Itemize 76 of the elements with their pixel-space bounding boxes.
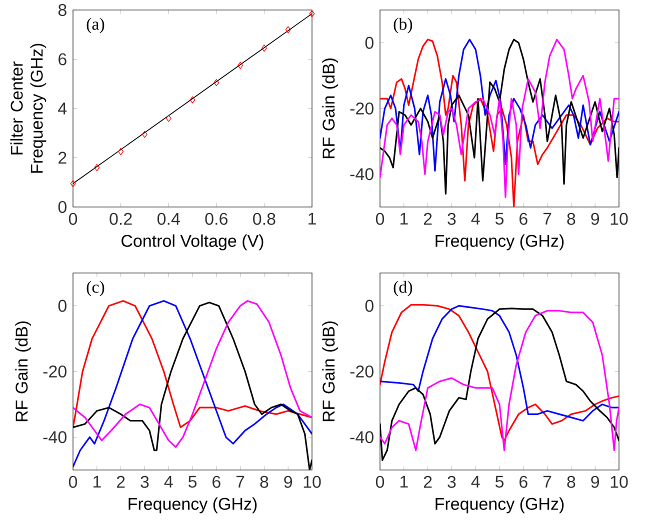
point bbox=[190, 96, 196, 104]
annotation: (c) bbox=[86, 280, 104, 296]
y-tick-label: -40 bbox=[350, 431, 374, 444]
y-tick-label: 0 bbox=[58, 300, 66, 312]
y-tick-label: 0 bbox=[58, 200, 66, 214]
y-tick-label: 2 bbox=[58, 152, 66, 164]
x-tick-label: 8 bbox=[260, 476, 268, 488]
x-tick-label: 4 bbox=[164, 476, 173, 488]
x-tick-label: 9 bbox=[591, 476, 600, 488]
x-tick-label: 0.6 bbox=[205, 212, 228, 225]
x-axis-title: Frequency (GHz) bbox=[436, 497, 564, 514]
y-axis-title: RF Gain (dB) bbox=[15, 322, 32, 422]
x-tick-label: 0 bbox=[376, 212, 384, 225]
point bbox=[94, 164, 100, 172]
x-tick-label: 8 bbox=[567, 476, 576, 488]
annotation: (b) bbox=[394, 18, 412, 34]
x-tick-label: 3 bbox=[140, 476, 149, 488]
annotation: (d) bbox=[394, 280, 412, 296]
x-tick-label: 2 bbox=[424, 476, 432, 488]
y-tick-label: -20 bbox=[350, 365, 374, 378]
y-tick-label: -40 bbox=[350, 168, 374, 180]
y-axis-title: Filter Center Frequency (GHz) bbox=[10, 44, 46, 173]
x-tick-label: 4 bbox=[471, 476, 480, 488]
point bbox=[238, 62, 244, 69]
x-tick-label: 7 bbox=[543, 212, 552, 225]
x-tick-label: 1 bbox=[400, 476, 408, 488]
point bbox=[285, 26, 291, 34]
y-tick-label: 4 bbox=[58, 102, 67, 114]
y-tick-label: -20 bbox=[350, 102, 374, 115]
x-tick-label: 9 bbox=[591, 212, 600, 225]
point bbox=[118, 148, 124, 156]
y-tick-label: 0 bbox=[365, 300, 374, 312]
x-tick-label: 2 bbox=[116, 476, 125, 488]
x-tick-label: 0.8 bbox=[253, 212, 276, 225]
point bbox=[261, 44, 267, 52]
x-tick-label: 3 bbox=[448, 212, 456, 225]
x-tick-label: 0.4 bbox=[157, 212, 180, 225]
x-tick-label: 0 bbox=[376, 476, 384, 488]
x-tick-label: 7 bbox=[543, 476, 552, 488]
x-tick-label: 10 bbox=[304, 476, 321, 488]
x-tick-label: 10 bbox=[610, 212, 628, 225]
x-tick-label: 0 bbox=[68, 212, 78, 225]
y-tick-label: -40 bbox=[43, 431, 66, 444]
point bbox=[70, 180, 76, 188]
y-tick-label: -20 bbox=[43, 365, 66, 378]
x-axis-title: Frequency (GHz) bbox=[436, 234, 564, 250]
point bbox=[309, 10, 315, 18]
x-tick-label: 10 bbox=[610, 476, 628, 488]
x-tick-label: 3 bbox=[448, 476, 456, 488]
x-axis-title: Control Voltage (V) bbox=[122, 234, 264, 250]
x-tick-label: 2 bbox=[424, 212, 432, 225]
annotation: (a) bbox=[86, 18, 104, 34]
y-axis-title: RF Gain (dB) bbox=[322, 322, 338, 422]
x-tick-label: 5 bbox=[188, 476, 197, 488]
point bbox=[166, 114, 172, 122]
x-tick-label: 6 bbox=[520, 476, 528, 488]
x-tick-label: 5 bbox=[495, 476, 504, 488]
x-tick-label: 6 bbox=[212, 476, 220, 488]
x-tick-label: 9 bbox=[284, 476, 292, 488]
y-axis-title: RF Gain (dB) bbox=[322, 58, 338, 158]
x-axis-title: Frequency (GHz) bbox=[128, 497, 257, 514]
x-tick-label: 0 bbox=[68, 476, 78, 488]
x-tick-label: 4 bbox=[471, 212, 480, 225]
x-tick-label: 1 bbox=[308, 212, 316, 225]
point bbox=[142, 130, 148, 138]
y-tick-label: 8 bbox=[58, 4, 66, 16]
x-tick-label: 8 bbox=[567, 212, 576, 225]
x-tick-label: 6 bbox=[520, 212, 528, 225]
x-tick-label: 7 bbox=[236, 476, 244, 488]
y-tick-label: 6 bbox=[58, 53, 66, 66]
x-tick-label: 1 bbox=[93, 476, 101, 488]
x-tick-label: 1 bbox=[400, 212, 408, 225]
y-tick-label: 0 bbox=[365, 36, 374, 49]
x-tick-label: 0.2 bbox=[110, 212, 132, 225]
point bbox=[214, 79, 220, 86]
x-tick-label: 5 bbox=[495, 212, 504, 225]
